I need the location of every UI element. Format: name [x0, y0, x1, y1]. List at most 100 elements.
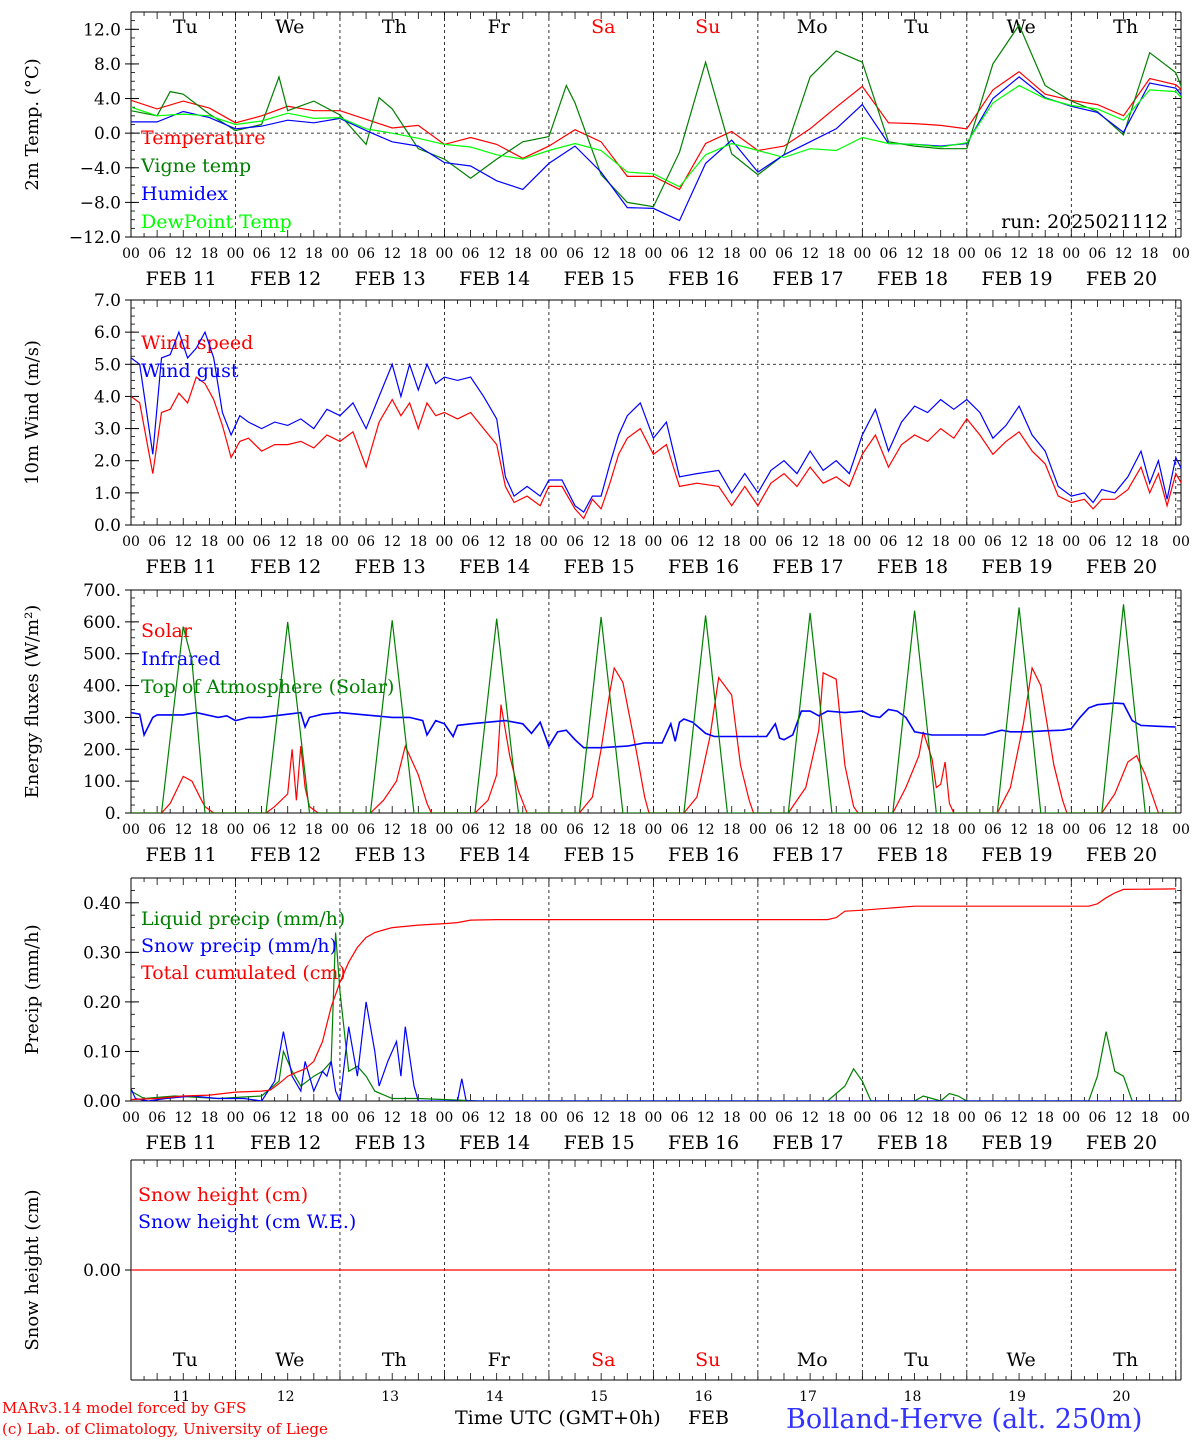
hour-tick-label: 00 — [540, 1110, 558, 1126]
hour-tick-label: 12 — [697, 1110, 715, 1126]
y-tick-label: 0. — [105, 804, 121, 824]
date-label: FEB 17 — [772, 844, 843, 866]
hour-tick-label: 06 — [880, 246, 898, 262]
hour-tick-label: 18 — [305, 246, 323, 262]
y-tick-label: 2.0 — [94, 452, 121, 472]
hour-tick-label: 06 — [1089, 534, 1107, 550]
hour-tick-label: 12 — [488, 822, 506, 838]
hour-tick-label: 06 — [775, 534, 793, 550]
legend-entry: Temperature — [141, 127, 265, 149]
hour-tick-label: 18 — [827, 1110, 845, 1126]
hour-tick-label: 12 — [1115, 534, 1133, 550]
hour-tick-label: 00 — [958, 1110, 976, 1126]
day-number-label: 14 — [486, 1389, 504, 1405]
hour-tick-label: 12 — [174, 822, 192, 838]
weekday-label: Sa — [591, 1349, 615, 1371]
hour-tick-label: 00 — [853, 822, 871, 838]
weekday-label: Sa — [591, 16, 615, 38]
hour-tick-label: 18 — [618, 1110, 636, 1126]
day-number-label: 19 — [1008, 1389, 1026, 1405]
hour-tick-label: 00 — [1062, 534, 1080, 550]
y-tick-label: 0.30 — [83, 943, 121, 963]
location-label: Bolland-Herve (alt. 250m) — [786, 1404, 1142, 1435]
hour-tick-label: 00 — [749, 1110, 767, 1126]
hour-tick-label: 18 — [723, 534, 741, 550]
panel-wind: 7.0 6.0 5.0 4.0 3.0 2.0 1.0 0.0 10m Wind (m/s) 00… — [22, 291, 1190, 578]
hour-tick-label: 12 — [592, 246, 610, 262]
day-number-label: 18 — [904, 1389, 922, 1405]
hour-tick-label: 06 — [880, 822, 898, 838]
panel-energy: 700. 600. 500. 400. 300. 200. 100. 0. Energy flu… — [22, 581, 1190, 866]
series-line-temperature — [131, 70, 1181, 191]
weekday-label: Mo — [797, 16, 828, 38]
hour-tick-label: 00 — [540, 822, 558, 838]
hour-tick-label: 06 — [148, 246, 166, 262]
xaxis-title: Time UTC (GMT+0h) — [455, 1407, 661, 1429]
hour-tick-label: 06 — [462, 246, 480, 262]
hour-tick-label: 12 — [279, 1110, 297, 1126]
weekday-label: Fr — [488, 16, 511, 38]
hour-tick-label: 06 — [357, 822, 375, 838]
hour-tick-label: 00 — [644, 534, 662, 550]
y-tick-label: 7.0 — [94, 291, 121, 311]
hour-tick-label: 12 — [592, 1110, 610, 1126]
hour-tick-label: 06 — [253, 246, 271, 262]
series-line-snow-precip-mm-h- — [131, 1001, 1176, 1101]
hour-tick-label: 00 — [436, 822, 454, 838]
date-label: FEB 17 — [772, 556, 843, 578]
hour-tick-label: 06 — [1089, 1110, 1107, 1126]
date-label: FEB 19 — [981, 1132, 1052, 1154]
y-axis-label: Energy fluxes (W/m²) — [22, 605, 43, 799]
weekday-label: Tu — [173, 1349, 198, 1371]
y-tick-label: 1.0 — [94, 484, 121, 504]
hour-tick-label: 00 — [853, 534, 871, 550]
weekday-label: Th — [382, 16, 407, 38]
hour-tick-label: 00 — [331, 1110, 349, 1126]
hour-tick-label: 18 — [409, 822, 427, 838]
hour-tick-label: 12 — [801, 534, 819, 550]
y-tick-label: 3.0 — [94, 420, 121, 440]
hour-tick-label: 00 — [1062, 1110, 1080, 1126]
weekday-label: Fr — [488, 1349, 511, 1371]
hour-tick-label: 06 — [566, 246, 584, 262]
weekday-label: We — [1007, 16, 1036, 38]
hour-tick-label: 18 — [723, 1110, 741, 1126]
date-label: FEB 14 — [459, 1132, 530, 1154]
y-tick-label: −8.0 — [80, 193, 121, 213]
hour-tick-label: 00 — [644, 1110, 662, 1126]
date-label: FEB 12 — [250, 844, 321, 866]
y-tick-label: 0.00 — [83, 1261, 121, 1281]
hour-tick-label: 18 — [932, 822, 950, 838]
hour-tick-label: 00 — [436, 1110, 454, 1126]
hour-tick-label: 00 — [331, 534, 349, 550]
series-line-infrared — [131, 702, 1176, 749]
y-tick-label: 5.0 — [94, 355, 121, 375]
hour-tick-label: 00 — [436, 534, 454, 550]
hour-tick-label: 18 — [932, 534, 950, 550]
hour-tick-label: 12 — [1115, 246, 1133, 262]
hour-tick-label: 06 — [671, 1110, 689, 1126]
hour-tick-label: 12 — [697, 246, 715, 262]
date-label: FEB 18 — [877, 556, 948, 578]
day-number-label: 16 — [695, 1389, 713, 1405]
hour-tick-label: 00 — [1172, 534, 1190, 550]
date-label: FEB 18 — [877, 844, 948, 866]
weekday-label: Tu — [173, 16, 198, 38]
hour-tick-label: 18 — [200, 1110, 218, 1126]
hour-tick-label: 18 — [827, 534, 845, 550]
y-tick-label: 700. — [83, 581, 121, 601]
hour-tick-label: 18 — [618, 822, 636, 838]
hour-tick-label: 00 — [644, 822, 662, 838]
hour-tick-label: 12 — [697, 822, 715, 838]
legend-entry: DewPoint Temp — [141, 211, 292, 233]
y-tick-label: 0.10 — [83, 1042, 121, 1062]
hour-tick-label: 12 — [801, 822, 819, 838]
hour-tick-label: 12 — [592, 822, 610, 838]
y-tick-label: 0.0 — [94, 124, 121, 144]
date-label: FEB 15 — [563, 556, 634, 578]
y-tick-label: 200. — [83, 740, 121, 760]
hour-tick-label: 06 — [357, 246, 375, 262]
date-label: FEB 12 — [250, 268, 321, 290]
hour-tick-label: 18 — [514, 534, 532, 550]
hour-tick-label: 18 — [409, 246, 427, 262]
